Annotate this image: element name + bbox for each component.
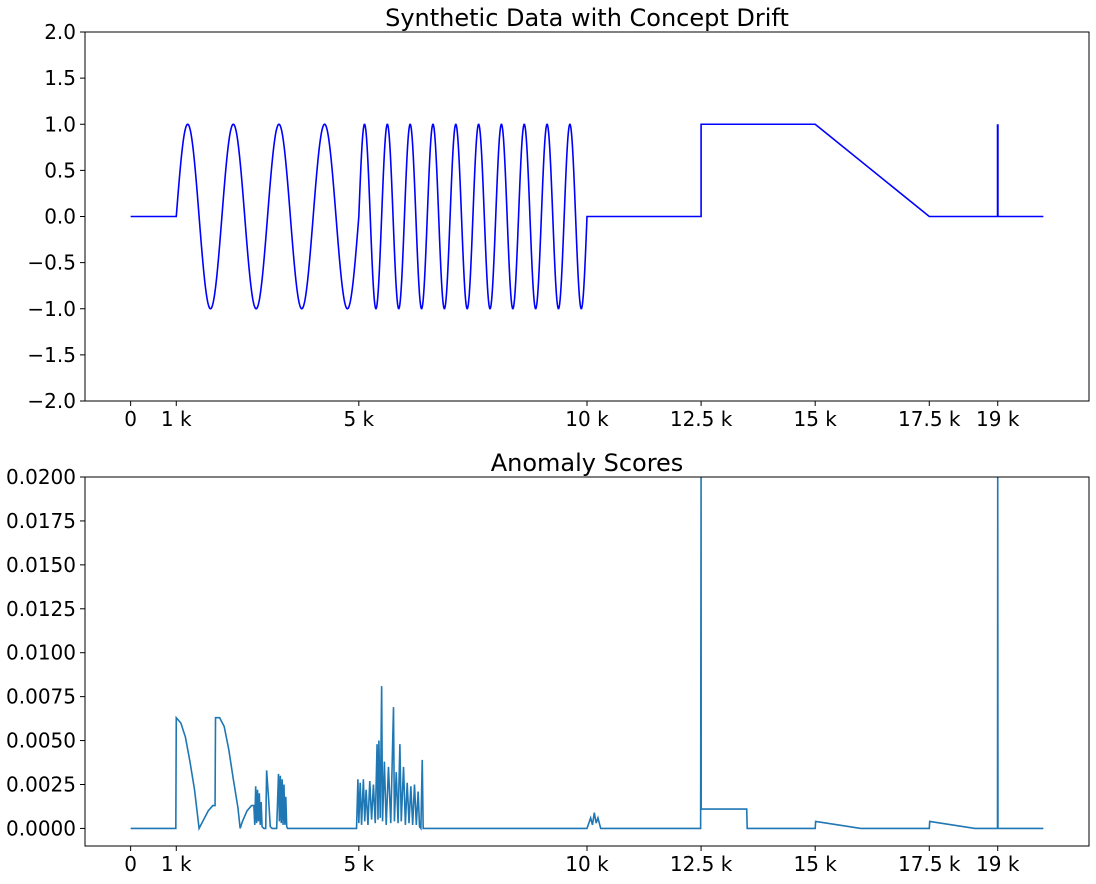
bottom-y-tick-label: 0.0125 <box>6 597 76 621</box>
top-y-tick-label: −1.0 <box>27 297 76 321</box>
bottom-y-tick-label: 0.0150 <box>6 553 76 577</box>
top-x-tick-label: 10 k <box>565 407 609 431</box>
top-x-tick-label: 19 k <box>976 407 1020 431</box>
bottom-y-tick-label: 0.0050 <box>6 729 76 753</box>
bottom-x-tick-label: 19 k <box>976 852 1020 876</box>
bottom-x-tick-label: 10 k <box>565 852 609 876</box>
bottom-x-tick-label: 17.5 k <box>898 852 961 876</box>
top-y-tick-label: −2.0 <box>27 389 76 413</box>
top-chart-title: Synthetic Data with Concept Drift <box>385 4 789 32</box>
top-y-tick-label: −0.5 <box>27 251 76 275</box>
bottom-y-tick-label: 0.0100 <box>6 641 76 665</box>
top-y-tick-label: 2.0 <box>44 20 76 44</box>
bottom-series-line <box>130 477 1044 832</box>
top-x-tick-label: 0 <box>124 407 137 431</box>
bottom-x-tick-label: 12.5 k <box>670 852 733 876</box>
bottom-x-tick-label: 5 k <box>343 852 374 876</box>
top-y-tick-label: −1.5 <box>27 343 76 367</box>
top-x-tick-label: 15 k <box>793 407 837 431</box>
bottom-y-tick-label: 0.0075 <box>6 685 76 709</box>
bottom-chart-panel: Anomaly Scores 0 1 k 5 k 10 k 12.5 k 15 k 17.5… <box>6 449 1090 876</box>
top-x-tick-label: 12.5 k <box>670 407 733 431</box>
bottom-chart-title: Anomaly Scores <box>491 449 684 477</box>
top-x-tick-label: 17.5 k <box>898 407 961 431</box>
top-x-tick-label: 5 k <box>343 407 374 431</box>
top-y-tick-label: 1.0 <box>44 112 76 136</box>
bottom-x-tick-label: 1 k <box>161 852 192 876</box>
top-x-tick-label: 1 k <box>161 407 192 431</box>
top-y-tick-label: 0.0 <box>44 205 76 229</box>
bottom-x-tick-label: 0 <box>124 852 137 876</box>
bottom-x-tick-label: 15 k <box>793 852 837 876</box>
top-y-tick-label: 1.5 <box>44 66 76 90</box>
bottom-y-tick-label: 0.0000 <box>6 816 76 840</box>
bottom-y-tick-label: 0.0175 <box>6 509 76 533</box>
bottom-y-tick-label: 0.0025 <box>6 773 76 797</box>
bottom-y-tick-label: 0.0200 <box>6 465 76 489</box>
top-chart-panel: Synthetic Data with Concept Drift 0 1 k 5 … <box>27 4 1090 431</box>
top-series-line <box>130 123 1044 310</box>
top-y-tick-label: 0.5 <box>44 158 76 182</box>
